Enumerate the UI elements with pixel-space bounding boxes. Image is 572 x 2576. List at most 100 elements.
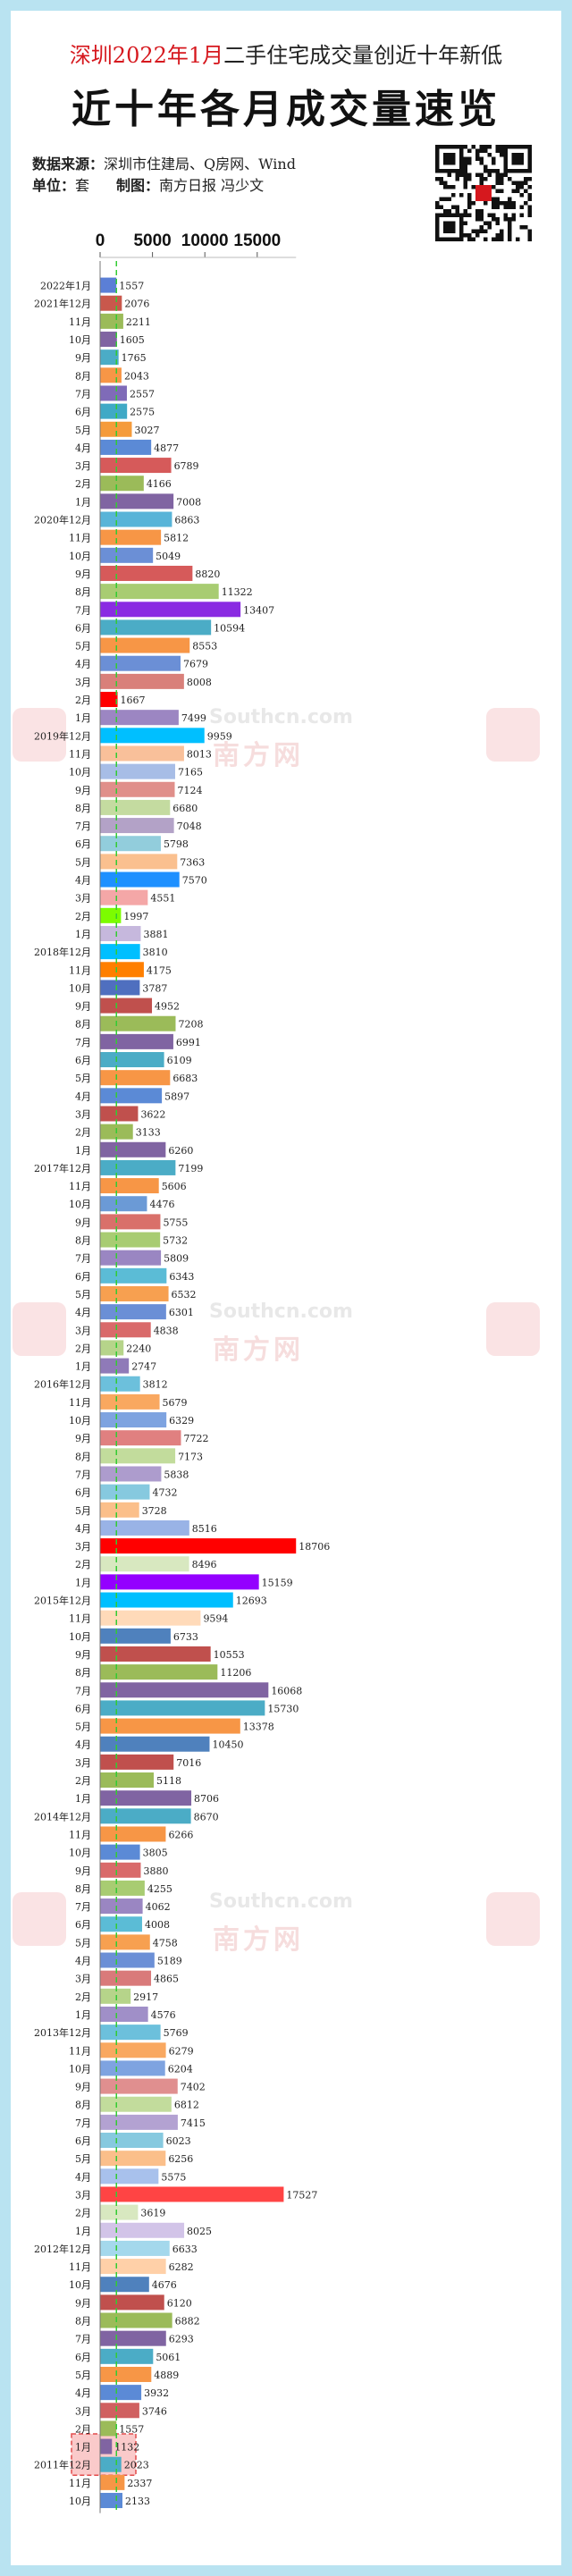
qr-module [463,177,467,181]
bar [100,2493,122,2509]
qr-code-icon[interactable] [431,145,536,241]
value-label: 6882 [175,2316,200,2328]
qr-module [463,233,467,238]
value-label: 6282 [169,2261,194,2273]
category-label: 1月 [75,496,91,508]
qr-module [467,156,472,161]
qr-module [447,173,451,177]
bar [100,1141,166,1158]
bar [100,2403,139,2419]
bar [100,944,140,960]
category-label: 5月 [75,1073,91,1084]
bar [100,871,180,888]
qr-finder-center [443,153,456,165]
qr-module [516,237,520,241]
qr-module [524,181,528,185]
qr-module [475,148,480,153]
bar [100,584,219,600]
value-label: 1557 [119,2423,144,2435]
qr-module [479,213,484,217]
qr-module [519,185,524,189]
value-label: 6532 [172,1289,197,1301]
qr-module [495,145,500,149]
category-label: 9月 [75,1649,91,1661]
qr-module [495,197,500,201]
category-label: 2018年12月 [34,946,91,958]
value-label: 2337 [127,2478,152,2489]
category-label: 9月 [75,568,91,580]
bar [100,1015,176,1031]
qr-module [500,237,504,241]
category-label: 2013年12月 [34,2026,91,2039]
value-label: 7363 [180,856,205,868]
qr-module [447,197,451,201]
value-label: 1667 [121,695,146,706]
value-label: 6680 [172,803,198,814]
value-label: 6293 [169,2334,194,2345]
category-label: 3月 [75,1541,91,1553]
qr-module [503,201,508,206]
bar [100,1592,233,1608]
value-label: 5838 [164,1469,189,1480]
category-label: 2020年12月 [34,514,91,526]
category-label: 9月 [75,1433,91,1444]
bar [100,962,144,978]
qr-module [508,229,512,233]
bar [100,854,178,870]
watermark-logo-icon [486,708,540,762]
category-label: 3月 [75,2189,91,2201]
category-label: 1月 [75,2009,91,2021]
bar [100,2042,166,2058]
value-label: 4175 [147,964,172,976]
qr-module [443,209,448,214]
bar [100,1808,191,1824]
qr-module [508,237,512,241]
qr-module [475,209,480,214]
bar-chart: 0 5000 10000 15000 2022年1月 1557 2021年12月 2076 11… [34,232,330,2513]
unit-maker-line: 单位：套 制图：南方日报 冯少文 [32,173,264,195]
value-label: 13378 [243,1722,274,1733]
value-label: 4758 [153,1937,178,1949]
value-label: 6633 [172,2243,198,2255]
value-label: 4166 [147,478,172,490]
bar [100,1916,142,1932]
category-label: 10月 [69,767,91,779]
value-label: 2076 [124,299,149,310]
value-label: 6256 [168,2153,193,2165]
qr-module [495,173,500,177]
category-label: 7月 [75,2334,91,2345]
bar [100,1393,160,1410]
watermark-cn: 南方网 [213,1334,304,1366]
bar [100,1862,141,1878]
value-label: 8013 [187,748,212,760]
bar [100,2330,166,2346]
value-label: 15159 [262,1577,293,1588]
value-label: 5809 [164,1253,189,1265]
qr-module [487,145,492,149]
qr-module [463,145,467,149]
value-label: 9594 [203,1613,228,1625]
value-label: 5575 [161,2171,186,2183]
qr-module [484,164,488,169]
value-label: 3932 [144,2387,169,2399]
bar [100,2277,149,2293]
bar [100,1322,151,1338]
bar [100,1772,154,1789]
qr-module [492,156,496,161]
category-label: 6月 [75,1055,91,1066]
qr-module [511,213,516,217]
category-label: 10月 [69,2063,91,2075]
category-label: 11月 [69,1829,91,1840]
source-line: 数据来源：深圳市住建局、Q房网、Wind [32,152,296,173]
bar [100,2240,170,2256]
bar [100,1736,210,1752]
value-label: 4838 [154,1325,179,1336]
category-label: 11月 [69,2045,91,2057]
category-label: 10月 [69,982,91,994]
qr-module [495,148,500,153]
qr-module [467,173,472,177]
qr-module [503,217,508,222]
qr-module [463,161,467,165]
bar [100,1466,162,1482]
bar [100,619,212,636]
